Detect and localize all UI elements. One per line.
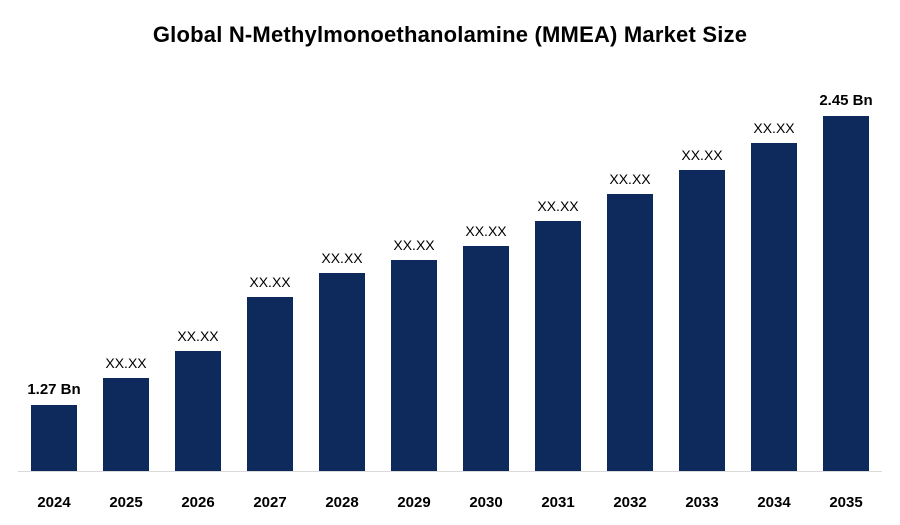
x-tick-label: 2027 — [253, 494, 287, 511]
bar-column: XX.XX — [522, 70, 594, 471]
bar-column: XX.XX — [378, 70, 450, 471]
bar-column: XX.XX — [90, 70, 162, 471]
bar — [463, 246, 509, 471]
x-tick-label: 2024 — [37, 494, 71, 511]
bar-value-label: XX.XX — [753, 120, 795, 136]
bar-column: XX.XX — [666, 70, 738, 471]
bar-value-label: XX.XX — [249, 274, 291, 290]
bar-column: XX.XX — [450, 70, 522, 471]
bar-value-label: 1.27 Bn — [27, 381, 81, 398]
bar — [319, 273, 365, 471]
bar-value-label: XX.XX — [537, 198, 579, 214]
x-axis: 2024 2025 2026 2027 2028 2029 2030 2031 2032 2033… — [18, 494, 882, 511]
bar — [535, 221, 581, 471]
bar-value-label: XX.XX — [609, 171, 651, 187]
plot-area: 1.27 Bn XX.XX XX.XX XX.XX XX.XX XX.XX XX.XX XX.… — [18, 70, 882, 472]
bar — [391, 260, 437, 471]
bar-value-label: 2.45 Bn — [819, 92, 873, 109]
x-tick-label: 2028 — [325, 494, 359, 511]
bar-column: XX.XX — [234, 70, 306, 471]
x-tick-label: 2033 — [685, 494, 719, 511]
bar — [679, 170, 725, 471]
bar — [247, 297, 293, 471]
bar-column: XX.XX — [738, 70, 810, 471]
bar-value-label: XX.XX — [105, 355, 147, 371]
bar — [31, 405, 77, 471]
bar-value-label: XX.XX — [465, 223, 507, 239]
chart-title: Global N-Methylmonoethanolamine (MMEA) M… — [152, 22, 748, 47]
bar-column: 2.45 Bn — [810, 70, 882, 471]
bar-column: XX.XX — [162, 70, 234, 471]
x-tick-label: 2035 — [829, 494, 863, 511]
x-tick-label: 2026 — [181, 494, 215, 511]
x-tick-label: 2029 — [397, 494, 431, 511]
x-tick-label: 2030 — [469, 494, 503, 511]
x-tick-label: 2034 — [757, 494, 791, 511]
bar — [607, 194, 653, 471]
bar — [823, 116, 869, 471]
x-tick-label: 2032 — [613, 494, 647, 511]
bar — [175, 351, 221, 471]
bar-value-label: XX.XX — [393, 237, 435, 253]
bar-value-label: XX.XX — [681, 147, 723, 163]
bar-column: XX.XX — [594, 70, 666, 471]
x-tick-label: 2031 — [541, 494, 575, 511]
x-tick-label: 2025 — [109, 494, 143, 511]
bar — [103, 378, 149, 471]
bar-value-label: XX.XX — [177, 328, 219, 344]
bar-column: 1.27 Bn — [18, 70, 90, 471]
bar-column: XX.XX — [306, 70, 378, 471]
bar-value-label: XX.XX — [321, 250, 363, 266]
bar — [751, 143, 797, 471]
